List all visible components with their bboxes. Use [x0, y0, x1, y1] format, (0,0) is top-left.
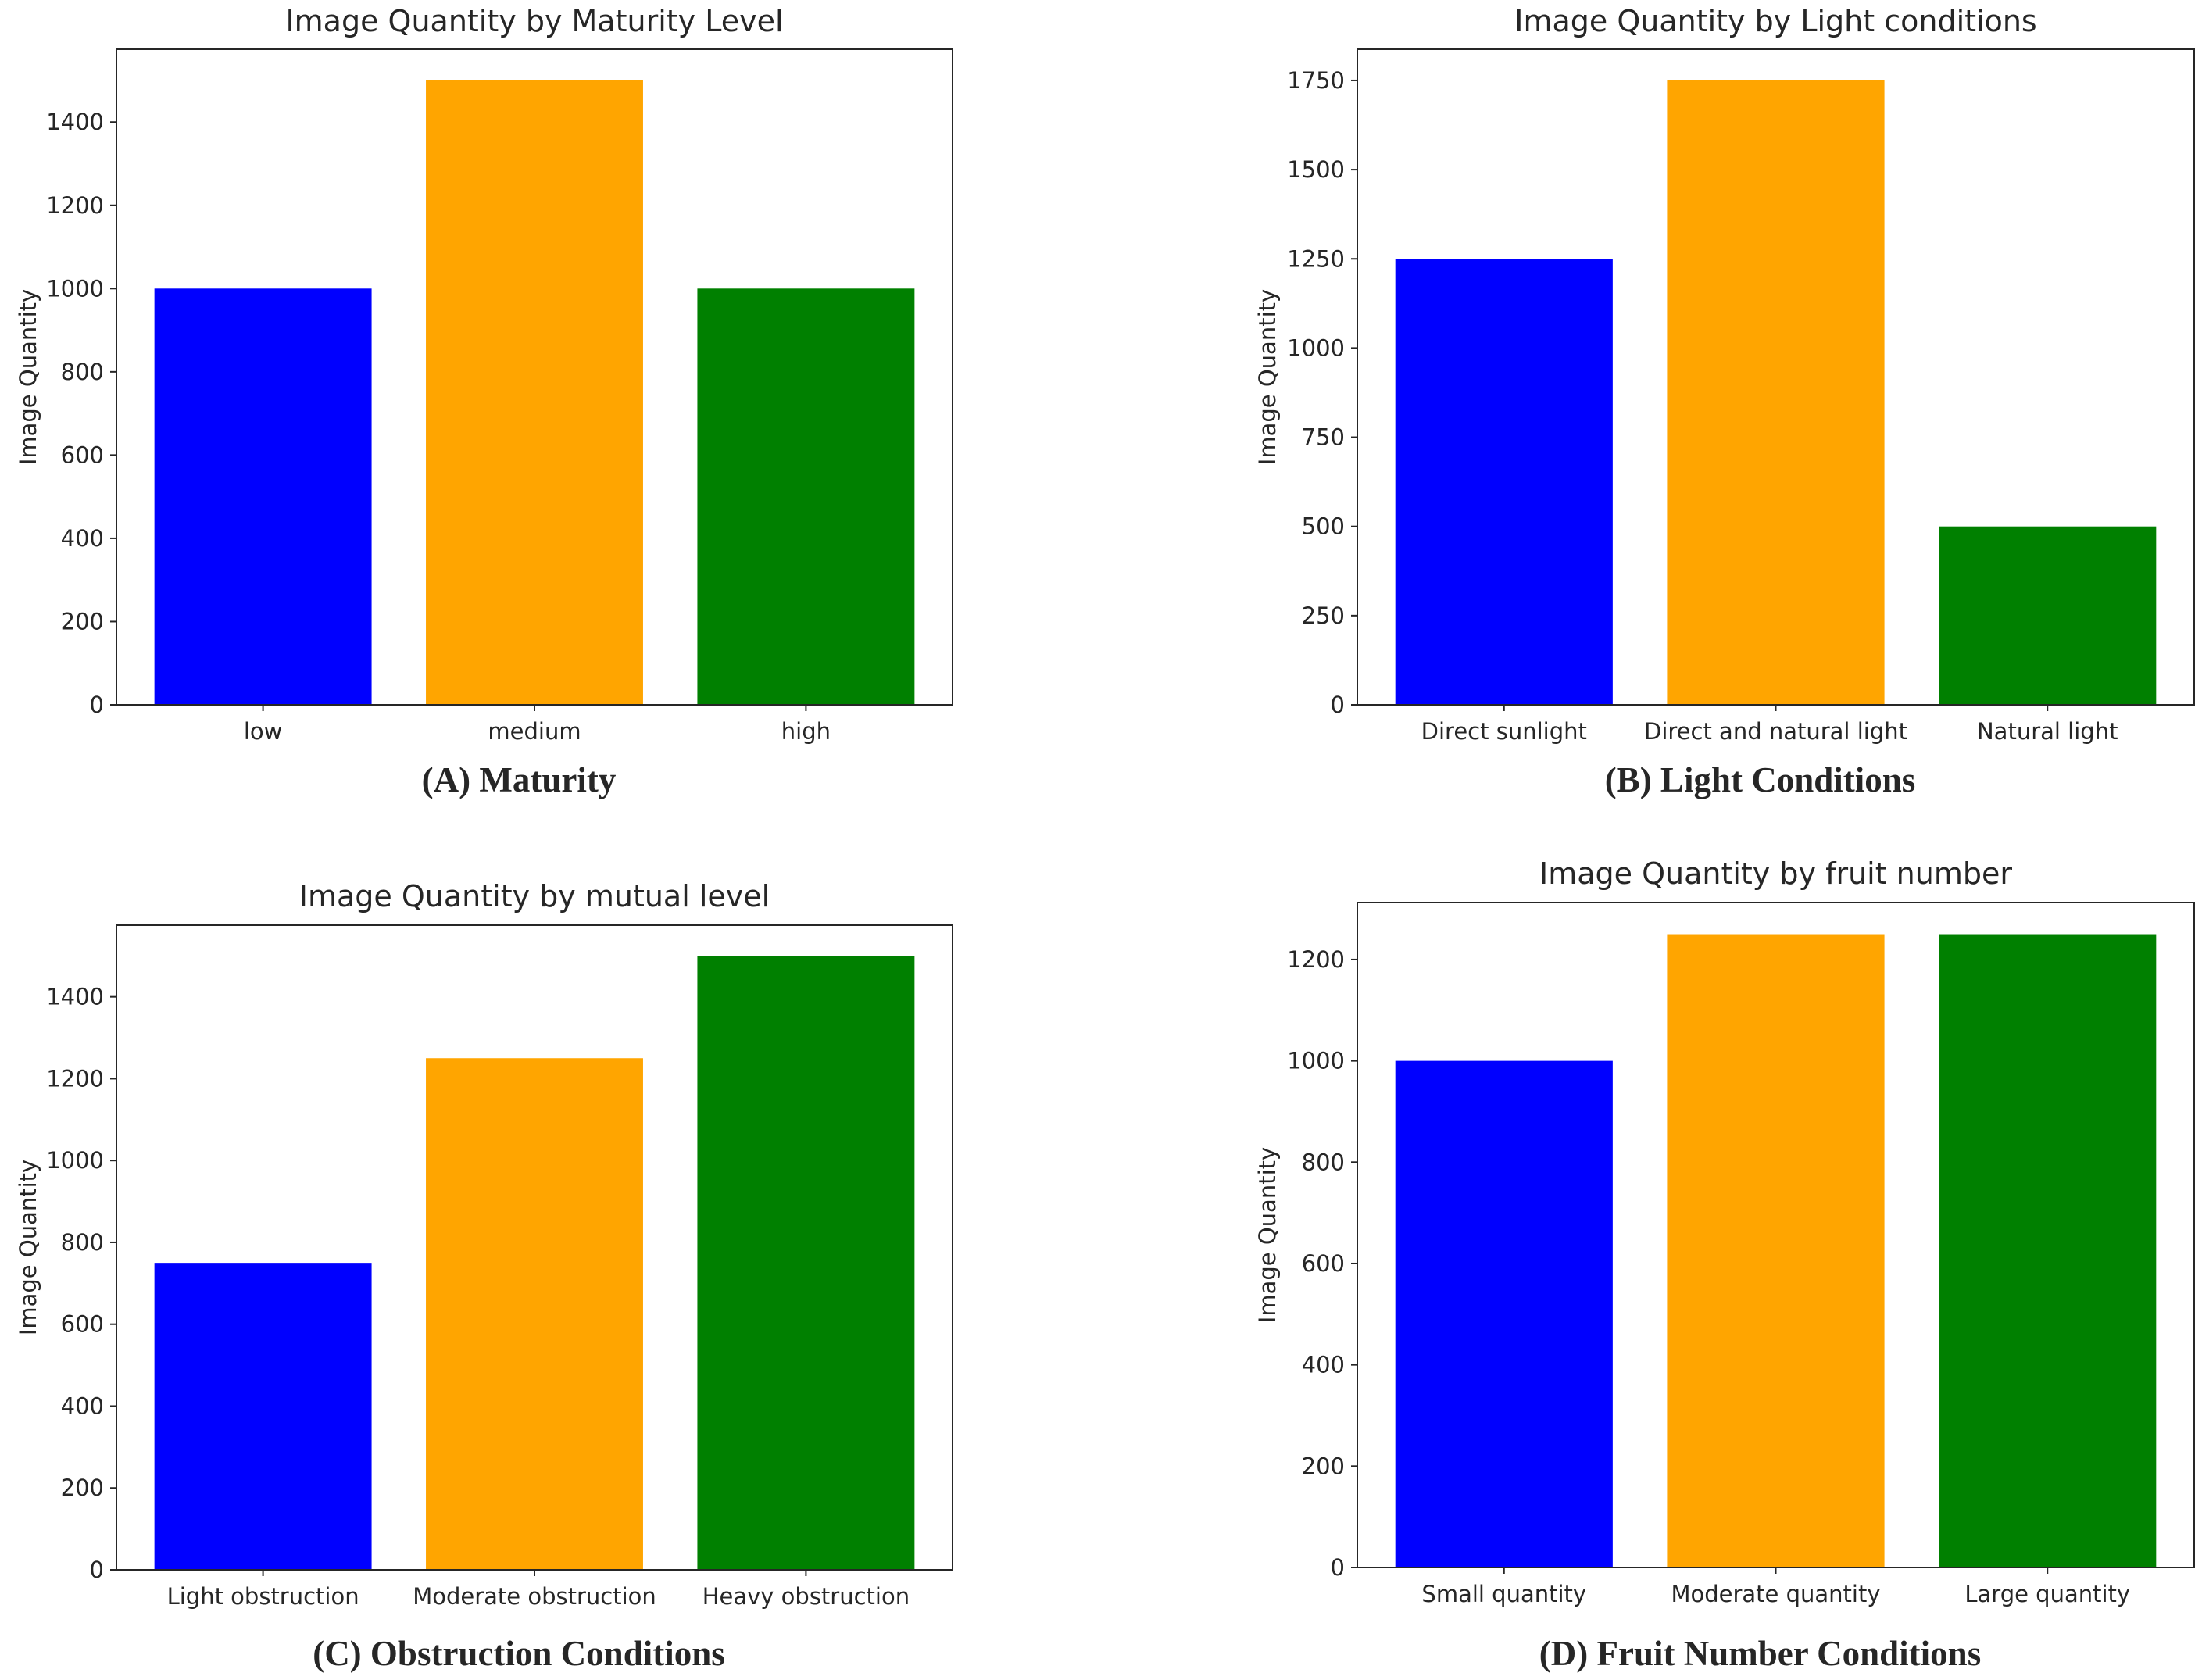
chart-title: Image Quantity by mutual level — [299, 879, 770, 913]
y-tick-label: 750 — [1302, 424, 1345, 451]
y-tick-label: 0 — [1331, 692, 1345, 718]
y-tick-label: 500 — [1302, 513, 1345, 540]
y-tick-label: 1000 — [46, 275, 104, 302]
bar-direct-and-natural-light — [1667, 80, 1885, 705]
chart-panel-3: Light obstruction Moderate obstruction Hea… — [15, 879, 953, 1673]
bar-natural-light — [1939, 526, 2157, 705]
bar-moderate-obstruction — [426, 1058, 643, 1570]
x-tick-label: Moderate obstruction — [413, 1583, 656, 1610]
y-tick-label: 1200 — [46, 192, 104, 219]
y-tick-label: 1200 — [1287, 946, 1345, 973]
y-tick-label: 400 — [1302, 1352, 1345, 1378]
y-tick-label: 200 — [61, 1474, 104, 1501]
y-axis-label: Image Quantity — [1254, 1147, 1281, 1323]
chart-title: Image Quantity by Maturity Level — [285, 4, 783, 38]
x-tick-label: Direct and natural light — [1644, 718, 1907, 745]
x-tick-label: Large quantity — [1964, 1581, 2130, 1607]
y-tick-label: 0 — [90, 1557, 104, 1583]
chart-panel-4: Small quantity Moderate quantity Large qua… — [1254, 856, 2195, 1673]
y-tick-label: 1400 — [46, 109, 104, 135]
plot-frame — [116, 48, 953, 706]
bar-light-obstruction — [154, 1263, 372, 1570]
y-tick-label: 1500 — [1287, 156, 1345, 183]
x-tick-label: low — [244, 718, 283, 745]
y-tick-label: 400 — [61, 1392, 104, 1419]
bar-direct-sunlight — [1395, 259, 1613, 705]
y-tick-label: 600 — [61, 441, 104, 468]
x-tick-label: Small quantity — [1421, 1581, 1586, 1607]
y-tick-label: 1000 — [46, 1147, 104, 1174]
chart-title: Image Quantity by Light conditions — [1514, 4, 2036, 38]
chart-panel-2: Direct sunlight Direct and natural light N… — [1254, 4, 2195, 799]
y-tick-label: 600 — [61, 1311, 104, 1338]
panel-caption: (C) Obstruction Conditions — [313, 1634, 725, 1673]
y-tick-label: 800 — [61, 1229, 104, 1256]
y-tick-label: 1000 — [1287, 1048, 1345, 1074]
bar-large-quantity — [1939, 934, 2157, 1567]
y-tick-label: 1400 — [46, 984, 104, 1010]
y-tick-label: 600 — [1302, 1250, 1345, 1277]
y-tick-label: 200 — [61, 608, 104, 634]
bar-small-quantity — [1395, 1060, 1613, 1567]
y-tick-label: 0 — [90, 692, 104, 718]
x-tick-label: high — [781, 718, 831, 745]
y-tick-label: 800 — [61, 359, 104, 385]
plot-frame — [1357, 902, 2195, 1568]
y-tick-label: 250 — [1302, 602, 1345, 629]
bar-high — [697, 288, 915, 705]
panel-caption: (B) Light Conditions — [1605, 760, 1916, 799]
x-tick-label: Natural light — [1977, 718, 2118, 745]
y-tick-label: 800 — [1302, 1149, 1345, 1175]
y-axis-label: Image Quantity — [1254, 289, 1281, 465]
chart-title: Image Quantity by fruit number — [1539, 856, 2012, 891]
panel-caption: (A) Maturity — [422, 760, 617, 799]
chart-panel-1: low medium high 0 200 400 600 800 1000 1200 1400 Im… — [15, 4, 953, 799]
x-tick-label: medium — [488, 718, 581, 745]
y-tick-label: 1000 — [1287, 334, 1345, 361]
bar-moderate-quantity — [1667, 934, 1885, 1567]
x-tick-label: Moderate quantity — [1671, 1581, 1880, 1607]
plot-frame — [1357, 48, 2195, 706]
bar-medium — [426, 80, 643, 705]
panel-caption: (D) Fruit Number Conditions — [1539, 1634, 1981, 1673]
y-tick-label: 1750 — [1287, 67, 1345, 94]
y-tick-label: 200 — [1302, 1453, 1345, 1479]
x-tick-label: Direct sunlight — [1421, 718, 1587, 745]
plot-frame — [116, 924, 953, 1571]
y-axis-label: Image Quantity — [15, 289, 41, 465]
y-tick-label: 1200 — [46, 1065, 104, 1092]
y-axis-label: Image Quantity — [15, 1160, 41, 1335]
y-tick-label: 1250 — [1287, 245, 1345, 272]
x-tick-label: Heavy obstruction — [702, 1583, 910, 1610]
y-tick-label: 0 — [1331, 1554, 1345, 1581]
y-tick-label: 400 — [61, 525, 104, 552]
x-tick-label: Light obstruction — [167, 1583, 359, 1610]
bar-heavy-obstruction — [697, 956, 915, 1570]
bar-low — [154, 288, 372, 705]
